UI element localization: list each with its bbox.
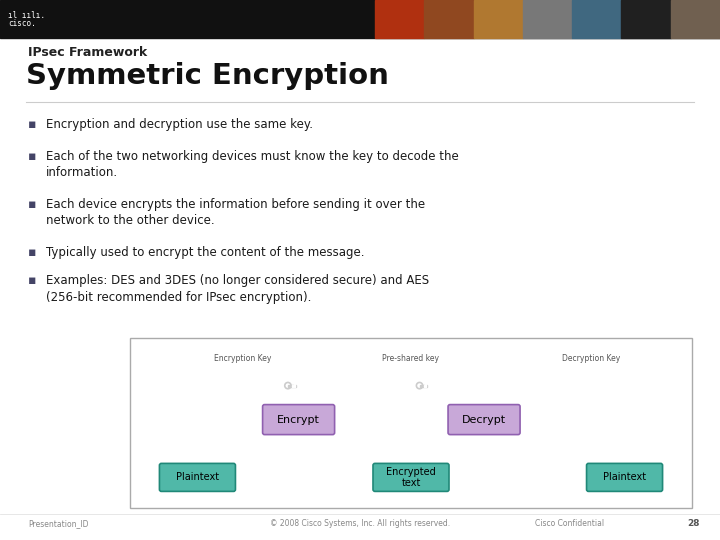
Bar [572,0,621,38]
FancyBboxPatch shape [159,463,235,491]
Bar [424,0,474,38]
Text: cisco.: cisco. [8,18,36,28]
Bar [424,384,425,387]
FancyBboxPatch shape [587,463,662,491]
Text: Encrypted
text: Encrypted text [386,467,436,488]
Text: Each of the two networking devices must know the key to decode the
information.: Each of the two networking devices must … [46,150,459,179]
Text: ıl ıılı.: ıl ıılı. [8,10,45,19]
Bar [292,384,293,387]
Text: Encryption and decryption use the same key.: Encryption and decryption use the same k… [46,118,313,131]
Text: ▪: ▪ [28,198,37,211]
Text: ▪: ▪ [28,118,37,131]
Bar [375,0,424,38]
Bar [420,384,427,387]
Text: Encryption Key: Encryption Key [214,354,271,363]
Bar [0,0,720,38]
Text: ▪: ▪ [28,246,37,259]
Text: Presentation_ID: Presentation_ID [28,519,89,529]
Text: Plaintext: Plaintext [176,472,219,482]
Text: Each device encrypts the information before sending it over the
network to the o: Each device encrypts the information bef… [46,198,425,227]
Bar [523,0,572,38]
FancyBboxPatch shape [263,404,335,435]
Text: ▪: ▪ [28,274,37,287]
FancyBboxPatch shape [448,404,520,435]
Bar [288,384,295,387]
Bar [130,338,692,508]
Bar [474,0,523,38]
Text: Decrypt: Decrypt [462,415,506,424]
Text: Pre-shared key: Pre-shared key [382,354,439,363]
Text: Symmetric Encryption: Symmetric Encryption [26,62,389,90]
FancyBboxPatch shape [373,463,449,491]
Bar [671,0,720,38]
Text: © 2008 Cisco Systems, Inc. All rights reserved.: © 2008 Cisco Systems, Inc. All rights re… [270,519,450,529]
Text: Plaintext: Plaintext [603,472,646,482]
Text: IPsec Framework: IPsec Framework [28,46,148,59]
Text: Examples: DES and 3DES (no longer considered secure) and AES
(256-bit recommende: Examples: DES and 3DES (no longer consid… [46,274,429,303]
Text: Encrypt: Encrypt [277,415,320,424]
Text: Cisco Confidential: Cisco Confidential [536,519,605,529]
Bar [621,0,671,38]
Text: Decryption Key: Decryption Key [562,354,620,363]
Text: Typically used to encrypt the content of the message.: Typically used to encrypt the content of… [46,246,364,259]
Text: 28: 28 [688,519,700,529]
Text: ▪: ▪ [28,150,37,163]
